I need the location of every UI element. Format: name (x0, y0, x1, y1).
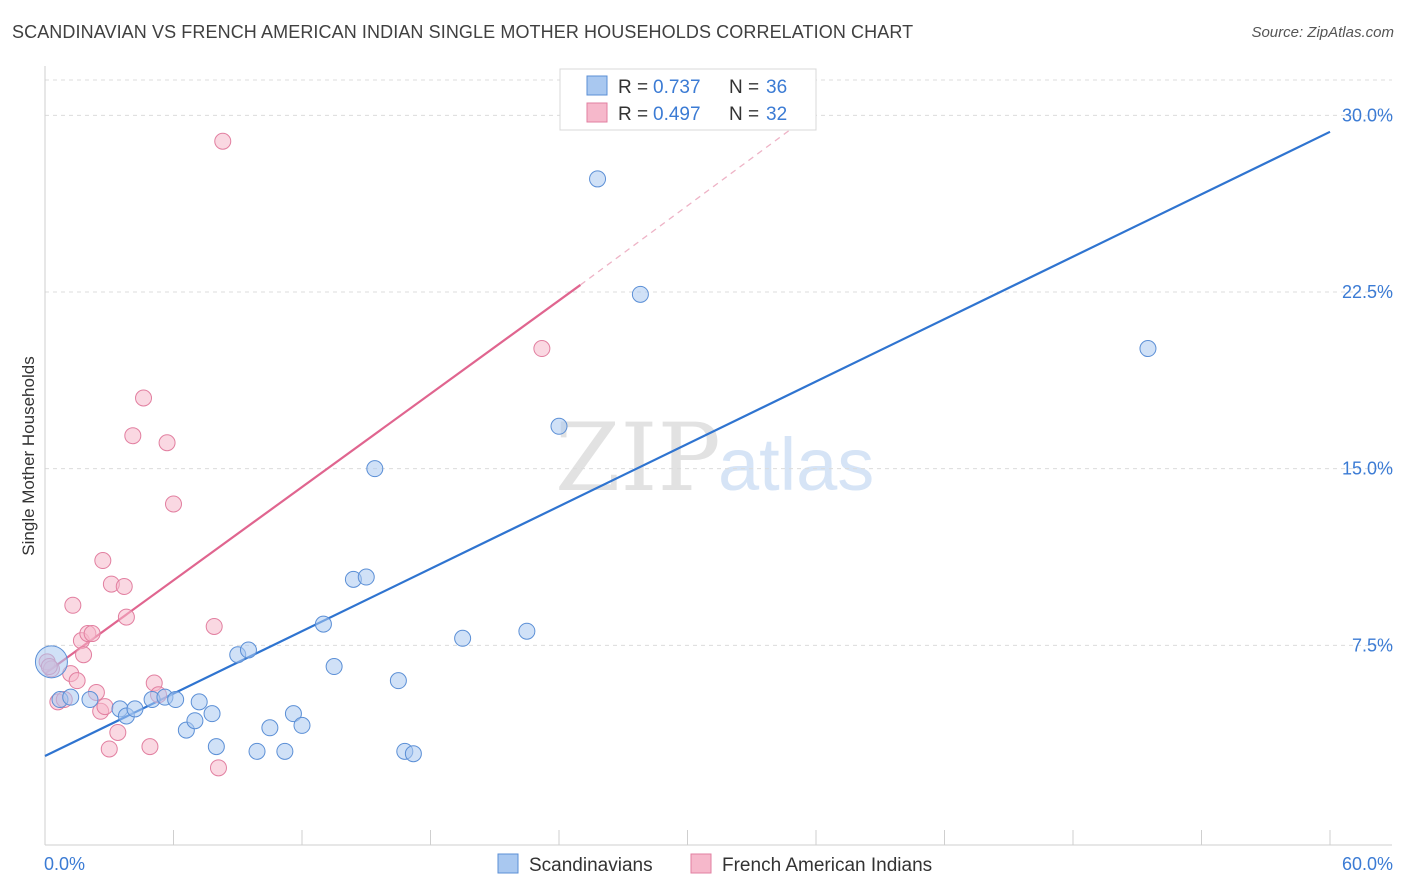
data-point-scandinavians (62, 688, 80, 706)
y-tick-label: 22.5% (1342, 282, 1393, 302)
data-point-scandinavians (126, 700, 144, 718)
y-tick-label: 30.0% (1342, 105, 1393, 125)
y-tick-label: 7.5% (1352, 635, 1393, 655)
trendline-scandinavians (44, 130, 1331, 758)
data-point-french-american-indians (205, 617, 223, 635)
gridlines (45, 79, 1392, 646)
bottom-legend-label-blue: Scandinavians (529, 855, 653, 876)
data-point-french-american-indians (214, 132, 232, 150)
data-point-scandinavians (631, 285, 649, 303)
data-point-scandinavians (589, 170, 607, 188)
bottom-legend: Scandinavians French American Indians (497, 853, 932, 876)
trendline-french-american-indians (44, 284, 582, 675)
data-point-scandinavians (314, 615, 332, 633)
data-point-scandinavians (167, 691, 185, 709)
data-point-french-american-indians (75, 646, 93, 664)
trendlines (44, 110, 1331, 758)
data-point-french-american-indians (83, 625, 101, 643)
legend-r-label-1: R = (618, 77, 648, 98)
series-scandinavians (34, 170, 1157, 763)
data-point-scandinavians (276, 742, 294, 760)
legend-r-value-1: 0.737 (653, 77, 701, 98)
data-point-french-american-indians (124, 427, 142, 445)
data-point-french-american-indians (68, 672, 86, 690)
data-point-scandinavians (207, 738, 225, 756)
data-point-scandinavians (248, 742, 266, 760)
watermark: ZIP atlas (555, 404, 874, 513)
data-point-french-american-indians (64, 596, 82, 614)
trendline-extension-french-american-indians (580, 110, 817, 286)
data-point-french-american-indians (96, 698, 114, 716)
data-point-scandinavians (190, 693, 208, 711)
data-point-scandinavians (550, 417, 568, 435)
data-point-french-american-indians (141, 738, 159, 756)
watermark-atlas: atlas (718, 423, 874, 506)
legend-r-label-2: R = (618, 104, 648, 125)
y-tick-labels: 7.5% 15.0% 22.5% 30.0% (1342, 105, 1393, 655)
legend-n-label-2: N = (729, 104, 759, 125)
axes (44, 66, 1392, 846)
data-point-french-american-indians (115, 577, 133, 595)
data-point-scandinavians (389, 672, 407, 690)
data-point-scandinavians (1139, 340, 1157, 358)
data-point-scandinavians (203, 705, 221, 723)
legend-n-label-1: N = (729, 77, 759, 98)
legend-swatch-blue (586, 75, 608, 96)
legend-n-value-1: 36 (766, 77, 787, 98)
data-point-french-american-indians (209, 759, 227, 777)
y-tick-label: 15.0% (1342, 459, 1393, 479)
data-point-scandinavians (284, 705, 302, 723)
data-point-french-american-indians (135, 389, 153, 407)
bottom-legend-swatch-blue (497, 853, 519, 874)
data-point-french-american-indians (100, 740, 118, 758)
data-point-scandinavians (261, 719, 279, 737)
y-axis-label: Single Mother Households (19, 356, 38, 555)
bottom-legend-swatch-pink (690, 853, 712, 874)
data-point-scandinavians (357, 568, 375, 586)
x-tick-label-min: 0.0% (44, 854, 85, 874)
data-point-scandinavians (293, 716, 311, 734)
legend-r-value-2: 0.497 (653, 104, 701, 125)
data-point-french-american-indians (109, 723, 127, 741)
legend-box: R = 0.737 N = 36 R = 0.497 N = 32 (559, 68, 817, 131)
data-point-french-american-indians (533, 340, 551, 358)
data-point-scandinavians (81, 691, 99, 709)
data-point-scandinavians (404, 745, 422, 763)
data-point-scandinavians (34, 645, 68, 679)
data-point-scandinavians (239, 641, 257, 659)
legend-n-value-2: 32 (766, 104, 787, 125)
bottom-legend-label-pink: French American Indians (722, 855, 932, 876)
chart-title: SCANDINAVIAN VS FRENCH AMERICAN INDIAN S… (12, 22, 914, 42)
legend-swatch-pink (586, 102, 608, 123)
data-point-french-american-indians (94, 552, 112, 570)
source-credit: Source: ZipAtlas.com (1251, 24, 1394, 41)
data-point-scandinavians (325, 658, 343, 676)
data-point-scandinavians (366, 460, 384, 478)
data-point-french-american-indians (117, 608, 135, 626)
series-french-american-indians (38, 132, 551, 777)
data-point-scandinavians (518, 622, 536, 640)
data-point-scandinavians (454, 629, 472, 647)
data-point-french-american-indians (165, 495, 182, 513)
data-point-french-american-indians (158, 434, 176, 452)
data-point-scandinavians (186, 712, 204, 730)
x-tick-label-max: 60.0% (1342, 854, 1393, 874)
x-tick-labels: 0.0% 60.0% (44, 854, 1393, 874)
